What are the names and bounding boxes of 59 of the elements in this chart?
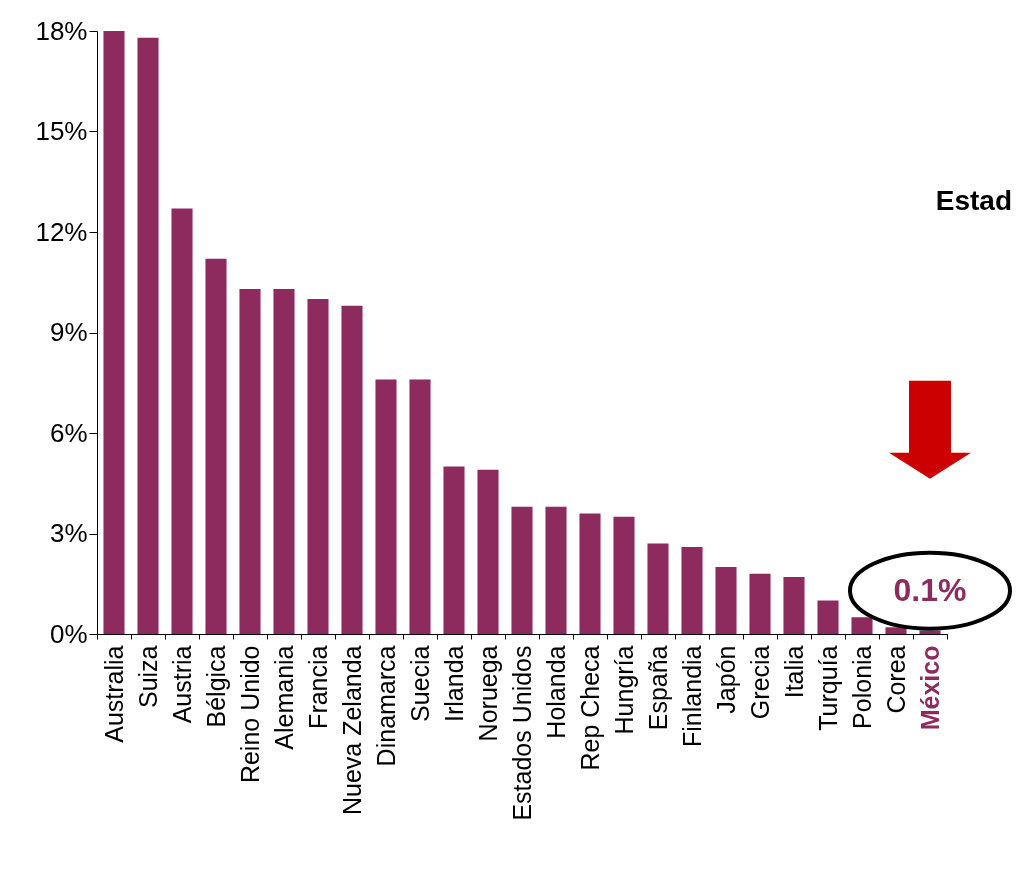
x-tick-label: Corea (881, 645, 910, 714)
x-tick-label: Dinamarca (371, 645, 400, 767)
bar (715, 567, 737, 634)
x-tick-label: Rep Checa (575, 645, 604, 771)
bar (103, 31, 125, 634)
x-tick-label: Italia (779, 645, 808, 699)
x-tick-label: Alemania (269, 645, 298, 750)
x-tick-label: Grecia (745, 645, 774, 720)
bar (749, 573, 771, 634)
bar (307, 299, 329, 634)
bar (817, 600, 839, 634)
x-tick-label: Francia (303, 645, 332, 729)
x-tick-label: Irlanda (439, 645, 468, 722)
x-tick-label: Suecia (405, 645, 434, 722)
bar (205, 258, 227, 634)
bar (409, 379, 431, 634)
y-tick-label: 18% (35, 15, 88, 46)
bar (511, 506, 533, 634)
x-tick-label: Noruega (473, 645, 502, 742)
bar (851, 617, 873, 634)
x-tick-label: Polonia (847, 645, 876, 729)
x-tick-label: Australia (99, 645, 128, 743)
x-tick-label: Reino Unido (235, 645, 264, 784)
y-tick-label: 12% (35, 216, 88, 247)
annotation: Estad (935, 185, 1012, 217)
bar (443, 466, 465, 634)
y-tick-label: 9% (49, 317, 88, 347)
annotation: 0.1% (893, 571, 967, 608)
y-tick-label: 0% (49, 618, 88, 649)
x-tick-label: Japón (711, 645, 740, 714)
bar (477, 469, 499, 634)
bar (239, 288, 261, 634)
y-tick-label: 6% (49, 417, 88, 448)
bar (613, 516, 635, 634)
bar (171, 208, 193, 634)
x-tick-label: España (643, 645, 672, 731)
bar (647, 543, 669, 634)
x-tick-label: México (915, 645, 944, 731)
bar (137, 37, 159, 634)
x-tick-label: Estados Unidos (507, 645, 536, 821)
x-tick-label: Suiza (133, 645, 162, 709)
x-tick-label: Bélgica (201, 645, 230, 728)
x-tick-label: Finlandia (677, 645, 706, 747)
y-tick-label: 15% (35, 116, 88, 146)
x-tick-label: Turquía (813, 645, 842, 731)
bar (579, 513, 601, 634)
bar (885, 627, 907, 634)
bar (273, 288, 295, 634)
bar (545, 506, 567, 634)
bar (783, 577, 805, 634)
bar (919, 630, 941, 634)
x-tick-label: Nueva Zelanda (337, 645, 366, 816)
x-tick-label: Hungría (609, 645, 638, 735)
x-tick-label: Austria (167, 645, 196, 724)
x-tick-label: Holanda (541, 645, 570, 739)
bar (341, 305, 363, 634)
y-tick-label: 3% (49, 518, 88, 548)
bar (681, 546, 703, 634)
bar (375, 379, 397, 634)
